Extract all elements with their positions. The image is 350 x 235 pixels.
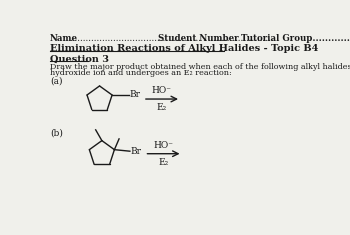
Text: E₂: E₂ — [157, 103, 167, 112]
Text: Question 3: Question 3 — [50, 54, 109, 63]
Text: (b): (b) — [50, 128, 63, 137]
Text: Student Number: Student Number — [159, 34, 239, 43]
Text: Br: Br — [130, 90, 141, 99]
Text: HO⁻: HO⁻ — [152, 86, 172, 95]
Text: ................................................: ........................................… — [69, 34, 201, 43]
Text: Br: Br — [131, 147, 142, 156]
Text: HO⁻: HO⁻ — [154, 141, 174, 150]
Text: hydroxide ion and undergoes an E₂ reaction:: hydroxide ion and undergoes an E₂ reacti… — [50, 69, 232, 77]
Text: (a): (a) — [50, 77, 62, 86]
Text: E₂: E₂ — [158, 157, 169, 167]
Text: Draw the major product obtained when each of the following alkyl halides reacts : Draw the major product obtained when eac… — [50, 63, 350, 71]
Text: Name: Name — [50, 34, 78, 43]
Text: Tutorial Group...............: Tutorial Group............... — [241, 34, 350, 43]
Text: ..........................: .......................... — [203, 34, 274, 43]
Text: Elimination Reactions of Alkyl Halides - Topic B4: Elimination Reactions of Alkyl Halides -… — [50, 44, 318, 53]
